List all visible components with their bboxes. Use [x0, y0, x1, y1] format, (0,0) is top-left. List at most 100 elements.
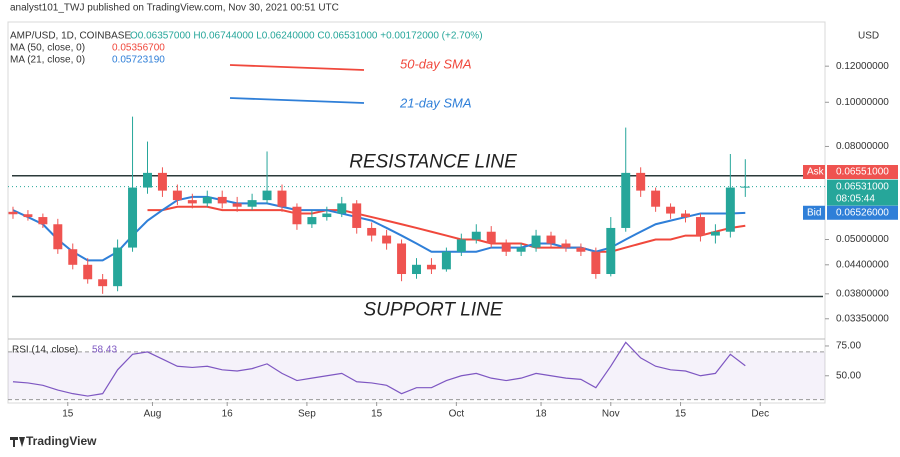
legend-value: 0.05356700	[112, 43, 165, 54]
candle-body	[113, 247, 123, 287]
header: analyst101_TWJ published on TradingView.…	[10, 3, 339, 14]
last-badge	[827, 179, 898, 206]
candle-body	[128, 187, 138, 248]
candle-body	[531, 235, 541, 248]
candle-body	[322, 213, 332, 218]
legend-name: MA (21, close, 0)	[10, 55, 85, 66]
annotation-swatch	[229, 64, 365, 71]
candle-body	[651, 190, 661, 207]
candle-body	[83, 264, 93, 280]
rsi-band	[8, 351, 825, 400]
rsi-name: RSI (14, close)	[12, 345, 78, 356]
candle-body	[591, 251, 601, 275]
legend-name: MA (50, close, 0)	[10, 43, 85, 54]
ask-tag-label: Ask	[807, 167, 825, 178]
annotation-swatch	[229, 97, 365, 104]
y-tick-label: 0.03350000	[836, 313, 889, 324]
candle-body	[546, 235, 556, 244]
last-badge-label: 0.06531000	[836, 181, 889, 192]
symbol: AMP/USD, 1D, COINBASE	[10, 31, 131, 42]
candle-body	[157, 172, 167, 191]
candle-body	[621, 172, 631, 228]
level-label: SUPPORT LINE	[363, 299, 502, 320]
candle-body	[187, 200, 197, 204]
y-tick-label: 0.10000000	[836, 97, 889, 108]
candle-body	[352, 203, 362, 228]
candle-body	[576, 247, 586, 252]
x-tick-label: 15	[371, 409, 383, 420]
candle-body	[232, 203, 242, 207]
candle-body	[666, 206, 676, 214]
currency: USD	[858, 31, 879, 42]
ma-line	[147, 205, 746, 253]
bid-tag-label: Bid	[807, 207, 821, 218]
candle-body	[710, 231, 720, 236]
candle-body	[636, 172, 646, 191]
candle-body	[337, 203, 347, 214]
candle-body	[247, 200, 257, 207]
footer-logo: TradingView	[26, 434, 97, 448]
candle-body	[277, 190, 287, 207]
annotation: 21-day SMA	[399, 95, 472, 110]
level-label: RESISTANCE LINE	[349, 152, 517, 173]
annotation: 50-day SMA	[400, 56, 472, 71]
candle-body	[426, 264, 436, 270]
bid-badge-label: 0.06526000	[836, 207, 889, 218]
ask-badge-label: 0.06551000	[836, 167, 889, 178]
ask-tag	[803, 165, 825, 180]
candle-body	[471, 231, 481, 240]
bid-tag	[803, 205, 825, 220]
y-tick-label: 0.05000000	[836, 234, 889, 245]
candle-body	[561, 243, 571, 248]
candle-body	[262, 190, 272, 201]
candle-body	[516, 247, 526, 252]
x-tick-label: Dec	[751, 409, 769, 420]
candle-body	[217, 196, 227, 204]
y-tick-label: 0.08000000	[836, 141, 889, 152]
x-tick-label: Sep	[298, 409, 316, 420]
candle-body	[98, 279, 108, 287]
candle-body	[681, 213, 690, 218]
candle-body	[695, 217, 705, 236]
candle-body	[172, 190, 182, 201]
candle-body	[501, 243, 511, 252]
rsi-line	[12, 341, 746, 397]
candle-body	[486, 231, 496, 244]
candle-body	[397, 243, 407, 275]
candle-body	[382, 235, 392, 244]
x-tick-label: 15	[62, 409, 74, 420]
candle-body	[441, 251, 451, 270]
candle-body	[725, 187, 735, 232]
x-tick-label: Nov	[602, 409, 620, 420]
candle-body	[367, 227, 377, 236]
rsi-tick-label: 50.00	[836, 370, 861, 381]
candle-body	[606, 227, 616, 275]
rsi-value: 58.43	[92, 345, 117, 356]
countdown: 08:05:44	[836, 193, 875, 204]
candle-body	[307, 217, 317, 225]
ohlc: O0.06357000 H0.06744000 L0.06240000 C0.0…	[130, 31, 483, 42]
y-tick-label: 0.03800000	[836, 288, 889, 299]
candle-body	[8, 211, 18, 215]
rsi-tick-label: 75.00	[836, 341, 861, 352]
candle-body	[412, 264, 421, 275]
x-tick-label: 18	[535, 409, 547, 420]
logo-icon	[10, 437, 25, 447]
candle-body	[23, 214, 33, 218]
legend-value: 0.05723190	[112, 55, 165, 66]
candle-body	[456, 239, 466, 252]
y-tick-label: 0.04400000	[836, 259, 889, 270]
x-tick-label: 16	[222, 409, 234, 420]
x-tick-label: Oct	[449, 409, 465, 420]
candle-body	[292, 206, 302, 225]
candle-body	[38, 217, 48, 225]
candle-body	[740, 186, 750, 188]
candle-body	[53, 224, 63, 250]
ask-badge	[827, 165, 898, 180]
x-tick-label: Aug	[144, 409, 162, 420]
candle-body	[202, 196, 212, 204]
bid-badge	[827, 205, 898, 220]
y-tick-label: 0.12000000	[836, 61, 889, 72]
